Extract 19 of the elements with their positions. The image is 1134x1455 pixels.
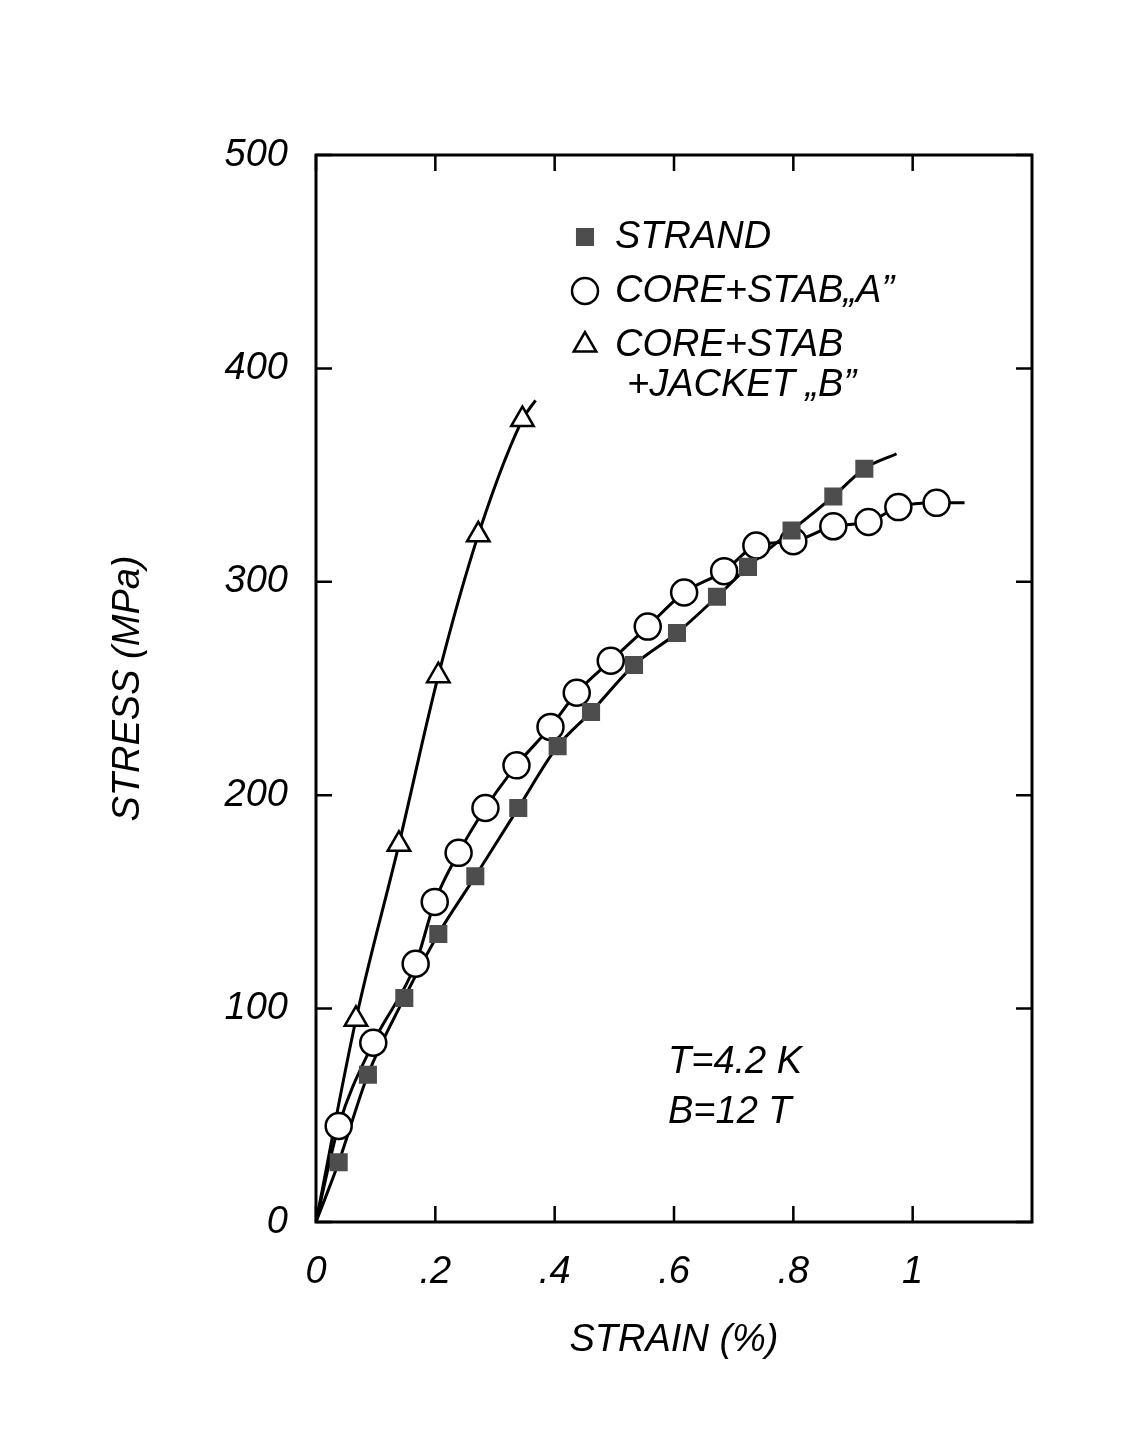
y-tick-label: 100 — [224, 985, 288, 1028]
y-tick-label: 300 — [224, 558, 288, 601]
y-tick-label: 0 — [266, 1198, 288, 1241]
y-tick-label: 400 — [224, 344, 288, 387]
x-tick-label: 1 — [902, 1249, 924, 1292]
x-tick-label: .2 — [419, 1249, 452, 1292]
annotation: T=4.2 K — [668, 1038, 804, 1081]
x-tick-label: 0 — [305, 1249, 327, 1292]
annotation: B=12 T — [668, 1088, 795, 1131]
x-tick-label: .8 — [777, 1249, 810, 1292]
y-tick-label: 200 — [223, 771, 288, 814]
x-axis-title: STRAIN (%) — [569, 1316, 779, 1359]
legend-label: CORE+STAB„A” — [615, 267, 897, 310]
legend-label: STRAND — [615, 213, 772, 256]
x-tick-label: .4 — [538, 1249, 571, 1292]
legend-label: CORE+STAB +JACKET „B” — [615, 321, 859, 404]
x-tick-label: .6 — [658, 1249, 691, 1292]
y-tick-label: 500 — [224, 131, 288, 174]
y-axis-title: STRESS (MPa) — [104, 555, 147, 822]
